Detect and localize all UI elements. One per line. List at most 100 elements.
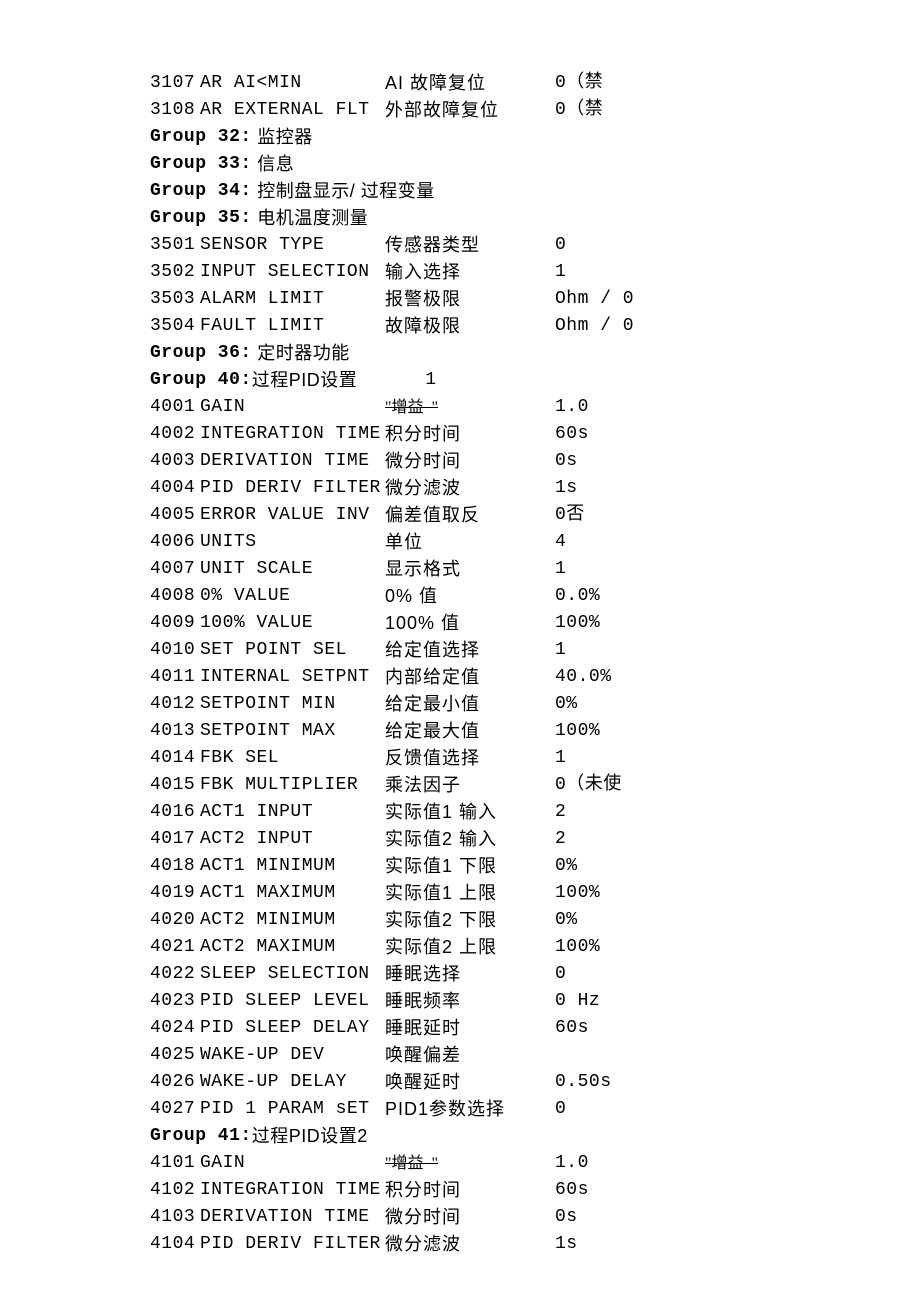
param-desc: 输入选择: [385, 259, 555, 286]
param-value: 100%: [555, 610, 600, 637]
param-code: 4018: [150, 853, 200, 880]
param-code: 4016: [150, 799, 200, 826]
param-value: 1s: [555, 475, 578, 502]
param-code: 4017: [150, 826, 200, 853]
param-desc: "增益 ": [385, 1150, 555, 1177]
param-code: 4005: [150, 502, 200, 529]
param-name: PID DERIV FILTER: [200, 1231, 385, 1258]
param-name: SENSOR TYPE: [200, 232, 385, 259]
group-title: 电机温度测量: [252, 205, 369, 232]
param-code: 4027: [150, 1096, 200, 1123]
param-row: 4011INTERNAL SETPNT内部给定值40.0%: [150, 664, 920, 691]
param-desc: 显示格式: [385, 556, 555, 583]
param-value: 4: [555, 529, 566, 556]
param-row: 3503ALARM LIMIT报警极限Ohm / 0: [150, 286, 920, 313]
param-name: SETPOINT MAX: [200, 718, 385, 745]
param-value: 100%: [555, 718, 600, 745]
param-row: 4001GAIN"增益 "1.0: [150, 394, 920, 421]
param-name: PID DERIV FILTER: [200, 475, 385, 502]
group-label: Group 35:: [150, 205, 252, 232]
param-code: 4015: [150, 772, 200, 799]
group-title: 控制盘显示/ 过程变量: [252, 178, 435, 205]
param-value: 0s: [555, 448, 578, 475]
param-value: 2: [555, 799, 566, 826]
param-desc: 报警极限: [385, 286, 555, 313]
param-name: ACT2 MAXIMUM: [200, 934, 385, 961]
group-title: 过程PID设置2: [252, 1123, 368, 1150]
group-title: 信息: [252, 151, 295, 178]
param-desc: 微分滤波: [385, 475, 555, 502]
param-code: 4021: [150, 934, 200, 961]
param-row: 40080% VALUE0% 值0.0%: [150, 583, 920, 610]
param-desc: 微分时间: [385, 1204, 555, 1231]
param-name: FBK MULTIPLIER: [200, 772, 385, 799]
param-value: 60s: [555, 421, 589, 448]
param-code: 4014: [150, 745, 200, 772]
param-row: 4004PID DERIV FILTER微分滤波1s: [150, 475, 920, 502]
param-value: 1s: [555, 1231, 578, 1258]
param-name: SLEEP SELECTION: [200, 961, 385, 988]
param-code: 4006: [150, 529, 200, 556]
param-code: 4022: [150, 961, 200, 988]
group-label: Group 32:: [150, 124, 252, 151]
param-value: Ohm / 0: [555, 313, 634, 340]
param-desc: 乘法因子: [385, 772, 555, 799]
param-name: AR EXTERNAL FLT: [200, 97, 385, 124]
param-row: 4027PID 1 PARAM sETPID1参数选择0: [150, 1096, 920, 1123]
param-name: GAIN: [200, 1150, 385, 1177]
param-code: 4025: [150, 1042, 200, 1069]
param-row: 4025WAKE-UP DEV唤醒偏差: [150, 1042, 920, 1069]
param-code: 4104: [150, 1231, 200, 1258]
param-code: 4102: [150, 1177, 200, 1204]
param-name: SET POINT SEL: [200, 637, 385, 664]
param-desc: 睡眠频率: [385, 988, 555, 1015]
param-name: AR AI<MIN: [200, 70, 385, 97]
param-name: FAULT LIMIT: [200, 313, 385, 340]
param-code: 4008: [150, 583, 200, 610]
param-name: ACT2 INPUT: [200, 826, 385, 853]
param-row: 4020ACT2 MINIMUM实际值2 下限0%: [150, 907, 920, 934]
param-row: 3502INPUT SELECTION输入选择1: [150, 259, 920, 286]
param-row: 4012SETPOINT MIN给定最小值0%: [150, 691, 920, 718]
param-code: 4002: [150, 421, 200, 448]
param-code: 4009: [150, 610, 200, 637]
param-row: 4002INTEGRATION TIME积分时间60s: [150, 421, 920, 448]
param-row: 4018ACT1 MINIMUM实际值1 下限0%: [150, 853, 920, 880]
param-row: 3108AR EXTERNAL FLT外部故障复位0（禁: [150, 97, 920, 124]
param-name: DERIVATION TIME: [200, 448, 385, 475]
param-code: 4003: [150, 448, 200, 475]
param-code: 4004: [150, 475, 200, 502]
group-header: Group 34: 控制盘显示/ 过程变量: [150, 178, 920, 205]
param-desc: 传感器类型: [385, 232, 555, 259]
group-header: Group 32: 监控器: [150, 124, 920, 151]
group-label: Group 41:: [150, 1123, 252, 1150]
param-desc: 实际值2 上限: [385, 934, 555, 961]
param-value: 0: [555, 961, 566, 988]
param-name: WAKE-UP DELAY: [200, 1069, 385, 1096]
param-value: 0（禁: [555, 97, 603, 124]
param-desc: 给定最小值: [385, 691, 555, 718]
param-value: 40.0%: [555, 664, 612, 691]
param-row: 4014FBK SEL反馈值选择1: [150, 745, 920, 772]
param-value: 0: [555, 1096, 566, 1123]
param-desc: 给定值选择: [385, 637, 555, 664]
param-value: 0%: [555, 853, 578, 880]
param-desc: 睡眠选择: [385, 961, 555, 988]
param-code: 4001: [150, 394, 200, 421]
group-label: Group 34:: [150, 178, 252, 205]
param-value: 100%: [555, 880, 600, 907]
param-code: 4010: [150, 637, 200, 664]
param-desc: 实际值1 上限: [385, 880, 555, 907]
param-code: 4024: [150, 1015, 200, 1042]
param-value: Ohm / 0: [555, 286, 634, 313]
param-value: 0否: [555, 502, 585, 529]
param-name: 100% VALUE: [200, 610, 385, 637]
param-name: PID SLEEP LEVEL: [200, 988, 385, 1015]
param-row: 4024PID SLEEP DELAY睡眠延时60s: [150, 1015, 920, 1042]
param-row: 3501SENSOR TYPE传感器类型0: [150, 232, 920, 259]
param-name: PID 1 PARAM sET: [200, 1096, 385, 1123]
param-row: 4015FBK MULTIPLIER乘法因子0（未使: [150, 772, 920, 799]
param-value: 60s: [555, 1177, 589, 1204]
param-desc: 实际值1 下限: [385, 853, 555, 880]
param-name: SETPOINT MIN: [200, 691, 385, 718]
